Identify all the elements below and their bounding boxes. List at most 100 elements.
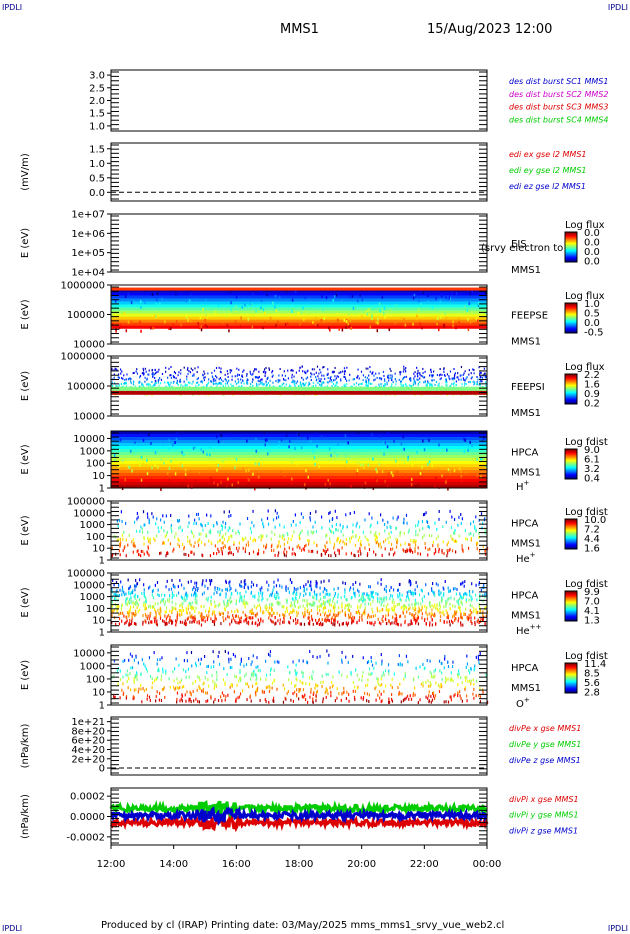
feepsi-point bbox=[226, 370, 228, 373]
hpca-hepp-point bbox=[473, 609, 475, 613]
hpca-h-band-row bbox=[111, 479, 487, 483]
feepsi-point bbox=[283, 379, 285, 382]
hpca-he-point bbox=[455, 550, 457, 554]
feepse-band-speck bbox=[169, 327, 172, 331]
hpca-hepp-point bbox=[361, 616, 363, 620]
hpca-he-point bbox=[230, 534, 232, 538]
feepsi-point bbox=[291, 381, 293, 384]
feepsi-point bbox=[382, 370, 385, 373]
hpca-he-point bbox=[390, 530, 392, 534]
feepse-band-speck bbox=[458, 317, 460, 321]
hpca-hepp-point bbox=[134, 602, 136, 606]
hpca-o-point bbox=[316, 655, 318, 659]
hpca-hepp-point bbox=[341, 609, 343, 613]
colorbar-swatch bbox=[565, 534, 577, 536]
hpca-he-point bbox=[395, 526, 398, 530]
hpca-hepp-point bbox=[137, 595, 139, 599]
hpca-hepp-point bbox=[426, 606, 428, 610]
hpca-hepp-point bbox=[279, 618, 281, 622]
hpca-hepp-point bbox=[366, 592, 368, 596]
hpca-he-point bbox=[475, 541, 478, 545]
colorbar-swatch bbox=[565, 522, 577, 524]
hpca-he-point bbox=[446, 543, 448, 547]
hpca-o-point bbox=[231, 684, 233, 688]
feepsi-point bbox=[129, 377, 131, 380]
colorbar-swatch bbox=[565, 248, 577, 250]
hpca-hepp-point bbox=[142, 614, 144, 618]
hpca-o-point bbox=[192, 689, 194, 693]
hpca-hepp-point bbox=[474, 623, 476, 627]
hpca-he-point bbox=[300, 512, 303, 516]
hpca-hepp-point bbox=[160, 610, 162, 614]
hpca-he-point bbox=[403, 549, 405, 553]
hpca-hepp-point bbox=[324, 606, 327, 610]
hpca-h-band-speck bbox=[357, 431, 359, 435]
hpca-hepp-point bbox=[191, 616, 193, 620]
hpca-hepp-point bbox=[279, 601, 281, 605]
feepse-band-speck bbox=[377, 317, 379, 321]
hpca-hepp-point bbox=[171, 605, 173, 609]
feepsi-point bbox=[470, 377, 472, 380]
colorbar-swatch bbox=[565, 329, 577, 331]
hpca-hepp-point bbox=[324, 587, 326, 591]
hpca-hepp-point bbox=[397, 588, 399, 592]
hpca-hepp-point bbox=[277, 592, 279, 596]
hpca-he-point bbox=[270, 537, 272, 541]
hpca-he-point bbox=[156, 517, 158, 521]
hpca-h-band-speck bbox=[247, 482, 250, 486]
hpca-o-point bbox=[185, 675, 187, 679]
hpca-he-point bbox=[450, 526, 453, 530]
feepsi-point bbox=[331, 371, 334, 374]
hpca-o-point bbox=[322, 680, 324, 684]
hpca-hepp-point bbox=[333, 619, 335, 623]
colorbar-swatch bbox=[565, 374, 577, 376]
feepse-band-speck bbox=[485, 291, 487, 295]
hpca-he-point bbox=[283, 550, 285, 554]
hpca-hepp-point bbox=[459, 610, 461, 614]
hpca-he-point bbox=[307, 539, 309, 543]
hpca-he-point bbox=[230, 514, 232, 518]
feepsi-point bbox=[201, 381, 203, 384]
hpca-hepp-point bbox=[244, 605, 246, 609]
colorbar-label: Log flux bbox=[565, 220, 605, 231]
hpca-hepp-point bbox=[309, 619, 311, 623]
hpca-o-point bbox=[197, 658, 200, 662]
hpca-h-band-row bbox=[111, 437, 487, 441]
feepsi-point bbox=[146, 378, 148, 381]
feepsi-point bbox=[241, 375, 243, 378]
hpca-hepp-point bbox=[181, 609, 183, 613]
feepsi-point bbox=[295, 371, 298, 374]
hpca-hepp-point bbox=[231, 609, 233, 613]
feepse-band-speck bbox=[205, 313, 207, 317]
hpca-hepp-point bbox=[406, 595, 408, 599]
colorbar-swatch bbox=[565, 247, 577, 249]
hpca-h-band-speck bbox=[407, 455, 409, 459]
feepsi-point bbox=[307, 369, 309, 372]
hpca-hepp-point bbox=[145, 606, 148, 610]
feepsi-point bbox=[437, 384, 439, 387]
feepsi-point bbox=[215, 382, 217, 385]
feepsi-point bbox=[390, 385, 393, 388]
feepsi-point bbox=[294, 380, 296, 383]
feepsi-point bbox=[213, 378, 215, 381]
feepsi-point bbox=[252, 372, 254, 375]
feepsi-point bbox=[477, 383, 479, 386]
hpca-hepp-point bbox=[229, 584, 231, 588]
feepsi-point bbox=[113, 382, 116, 385]
colorbar-swatch bbox=[565, 610, 577, 612]
hpca-he-point bbox=[475, 515, 477, 519]
hpca-hepp-point bbox=[353, 593, 356, 597]
hpca-hepp-point bbox=[382, 615, 384, 619]
hpca-h-band-speck bbox=[320, 435, 323, 439]
legend-entry: des dist burst SC4 MMS4 bbox=[509, 115, 608, 124]
colorbar-swatch bbox=[565, 258, 577, 260]
feepsi-point bbox=[192, 380, 194, 383]
feepse-band-speck bbox=[413, 293, 416, 297]
hpca-he-point bbox=[470, 536, 472, 540]
feepsi-point bbox=[469, 381, 472, 384]
feepsi-point bbox=[139, 380, 141, 383]
hpca-he-point bbox=[423, 533, 425, 537]
feepsi-point bbox=[120, 372, 122, 375]
hpca-hepp-point bbox=[272, 603, 274, 607]
hpca-h-band-speck bbox=[438, 485, 440, 489]
